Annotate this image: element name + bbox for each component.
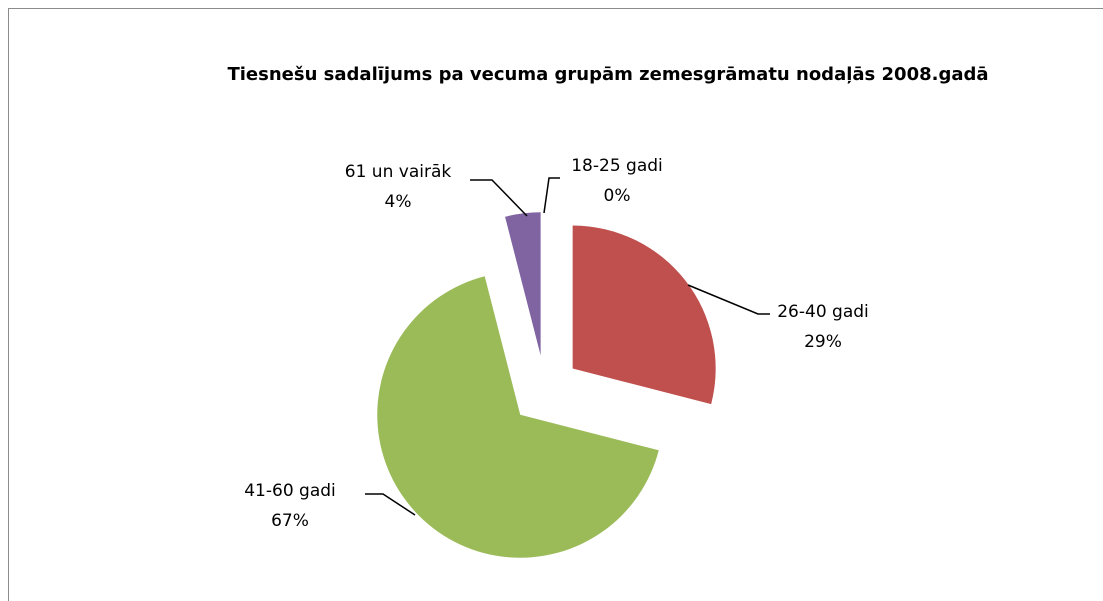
leader-line (470, 179, 528, 217)
pie-slice (377, 276, 659, 558)
slice-label: 26-40 gadi (777, 302, 869, 322)
slice-label: 18-25 gadi (571, 156, 663, 176)
leader-line (543, 177, 560, 214)
leader-line (365, 493, 416, 516)
slice-value-label: 67% (271, 511, 309, 531)
leader-line (687, 284, 770, 315)
slice-value-label: 29% (804, 332, 842, 352)
slice-label: 61 un vairāk (345, 162, 452, 182)
pie-slice (505, 212, 541, 356)
pie-slice (572, 225, 716, 405)
chart-title: Tiesnešu sadalījums pa vecuma grupām zem… (227, 64, 988, 85)
slice-value-label: 4% (385, 192, 412, 212)
slice-value-label: 0% (604, 186, 631, 206)
slice-label: 41-60 gadi (244, 481, 336, 501)
